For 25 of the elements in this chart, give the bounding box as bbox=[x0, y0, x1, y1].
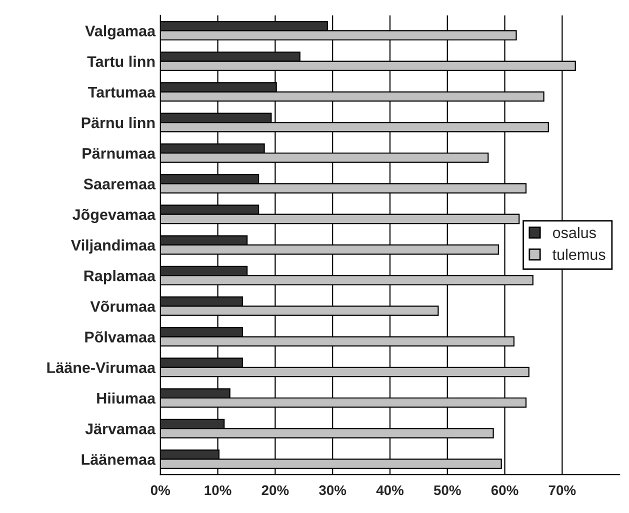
y-tick-label: Hiiumaa bbox=[97, 392, 156, 404]
x-tick-label: 30% bbox=[319, 485, 346, 496]
x-tick-label: 40% bbox=[376, 485, 404, 496]
y-tick-label: Pärnu linn bbox=[82, 116, 155, 128]
x-tick-label: 50% bbox=[434, 485, 461, 496]
legend-label: tulemus bbox=[552, 248, 606, 260]
y-tick-label: Jõgevamaa bbox=[72, 208, 156, 224]
y-tick-label: Saaremaa bbox=[84, 178, 156, 190]
y-tick-label: Valgamaa bbox=[85, 25, 156, 40]
y-tick-label: Tartu linn bbox=[87, 56, 155, 67]
x-tick-label: 10% bbox=[204, 485, 232, 496]
y-tick-label: Järvamaa bbox=[85, 424, 156, 434]
x-tick-label: 70% bbox=[548, 485, 576, 496]
y-tick-label: Tartumaa bbox=[88, 86, 156, 98]
y-tick-label: Võrumaa bbox=[90, 300, 156, 312]
x-tick-label: 0% bbox=[150, 485, 170, 496]
x-tick-label: 60% bbox=[491, 485, 518, 496]
y-tick-label: Viljandimaa bbox=[71, 239, 156, 254]
y-tick-label: Põlvamaa bbox=[85, 331, 156, 342]
y-tick-label: Pärnumaa bbox=[82, 148, 156, 159]
y-tick-label: Raplamaa bbox=[84, 270, 156, 284]
x-tick-label: 20% bbox=[262, 485, 289, 496]
legend-label: osalus bbox=[552, 226, 596, 238]
y-tick-label: Läänemaa bbox=[82, 454, 156, 465]
y-tick-label: Lääne-Virumaa bbox=[47, 362, 156, 374]
